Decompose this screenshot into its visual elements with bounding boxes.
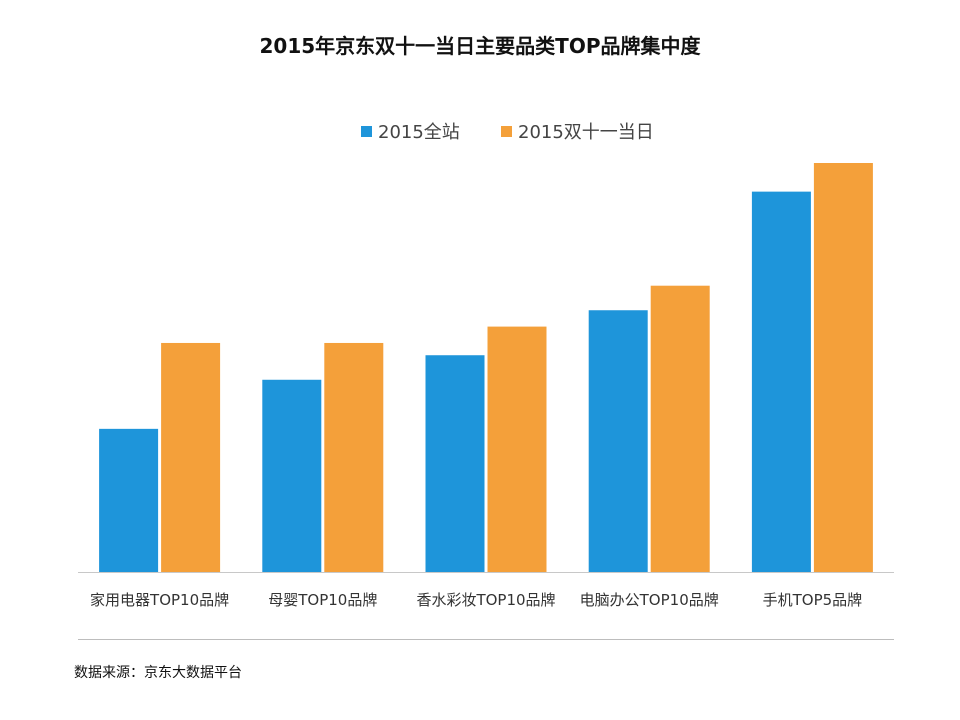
bar-double11-4: [813, 163, 873, 572]
bar-double11-2: [487, 326, 547, 572]
bar-site-2: [425, 355, 485, 572]
x-tick-label: 手机TOP5品牌: [763, 591, 863, 609]
bar-site-1: [262, 379, 322, 572]
bar-double11-1: [324, 342, 384, 572]
legend-item-2015-double11: 2015双十一当日: [501, 119, 654, 143]
chart-title: 2015年京东双十一当日主要品类TOP品牌集中度: [259, 34, 701, 58]
bar-site-3: [588, 310, 648, 572]
x-tick-label: 母婴TOP10品牌: [268, 591, 377, 609]
legend-label: 2015双十一当日: [518, 122, 654, 143]
x-tick-label: 家用电器TOP10品牌: [90, 591, 229, 609]
x-tick-label: 电脑办公TOP10品牌: [580, 591, 719, 609]
bar-site-0: [99, 428, 159, 572]
legend-item-2015-site: 2015全站: [361, 119, 460, 143]
x-tick-label: 香水彩妆TOP10品牌: [416, 591, 555, 609]
bar-double11-0: [161, 342, 221, 572]
bar-double11-3: [650, 285, 710, 572]
data-source-note: 数据来源：京东大数据平台: [74, 665, 242, 681]
footer-divider: [78, 639, 894, 640]
legend-swatch-blue: [361, 125, 372, 137]
legend-swatch-orange: [501, 125, 512, 137]
bar-site-4: [751, 191, 811, 572]
legend-label: 2015全站: [378, 122, 460, 143]
